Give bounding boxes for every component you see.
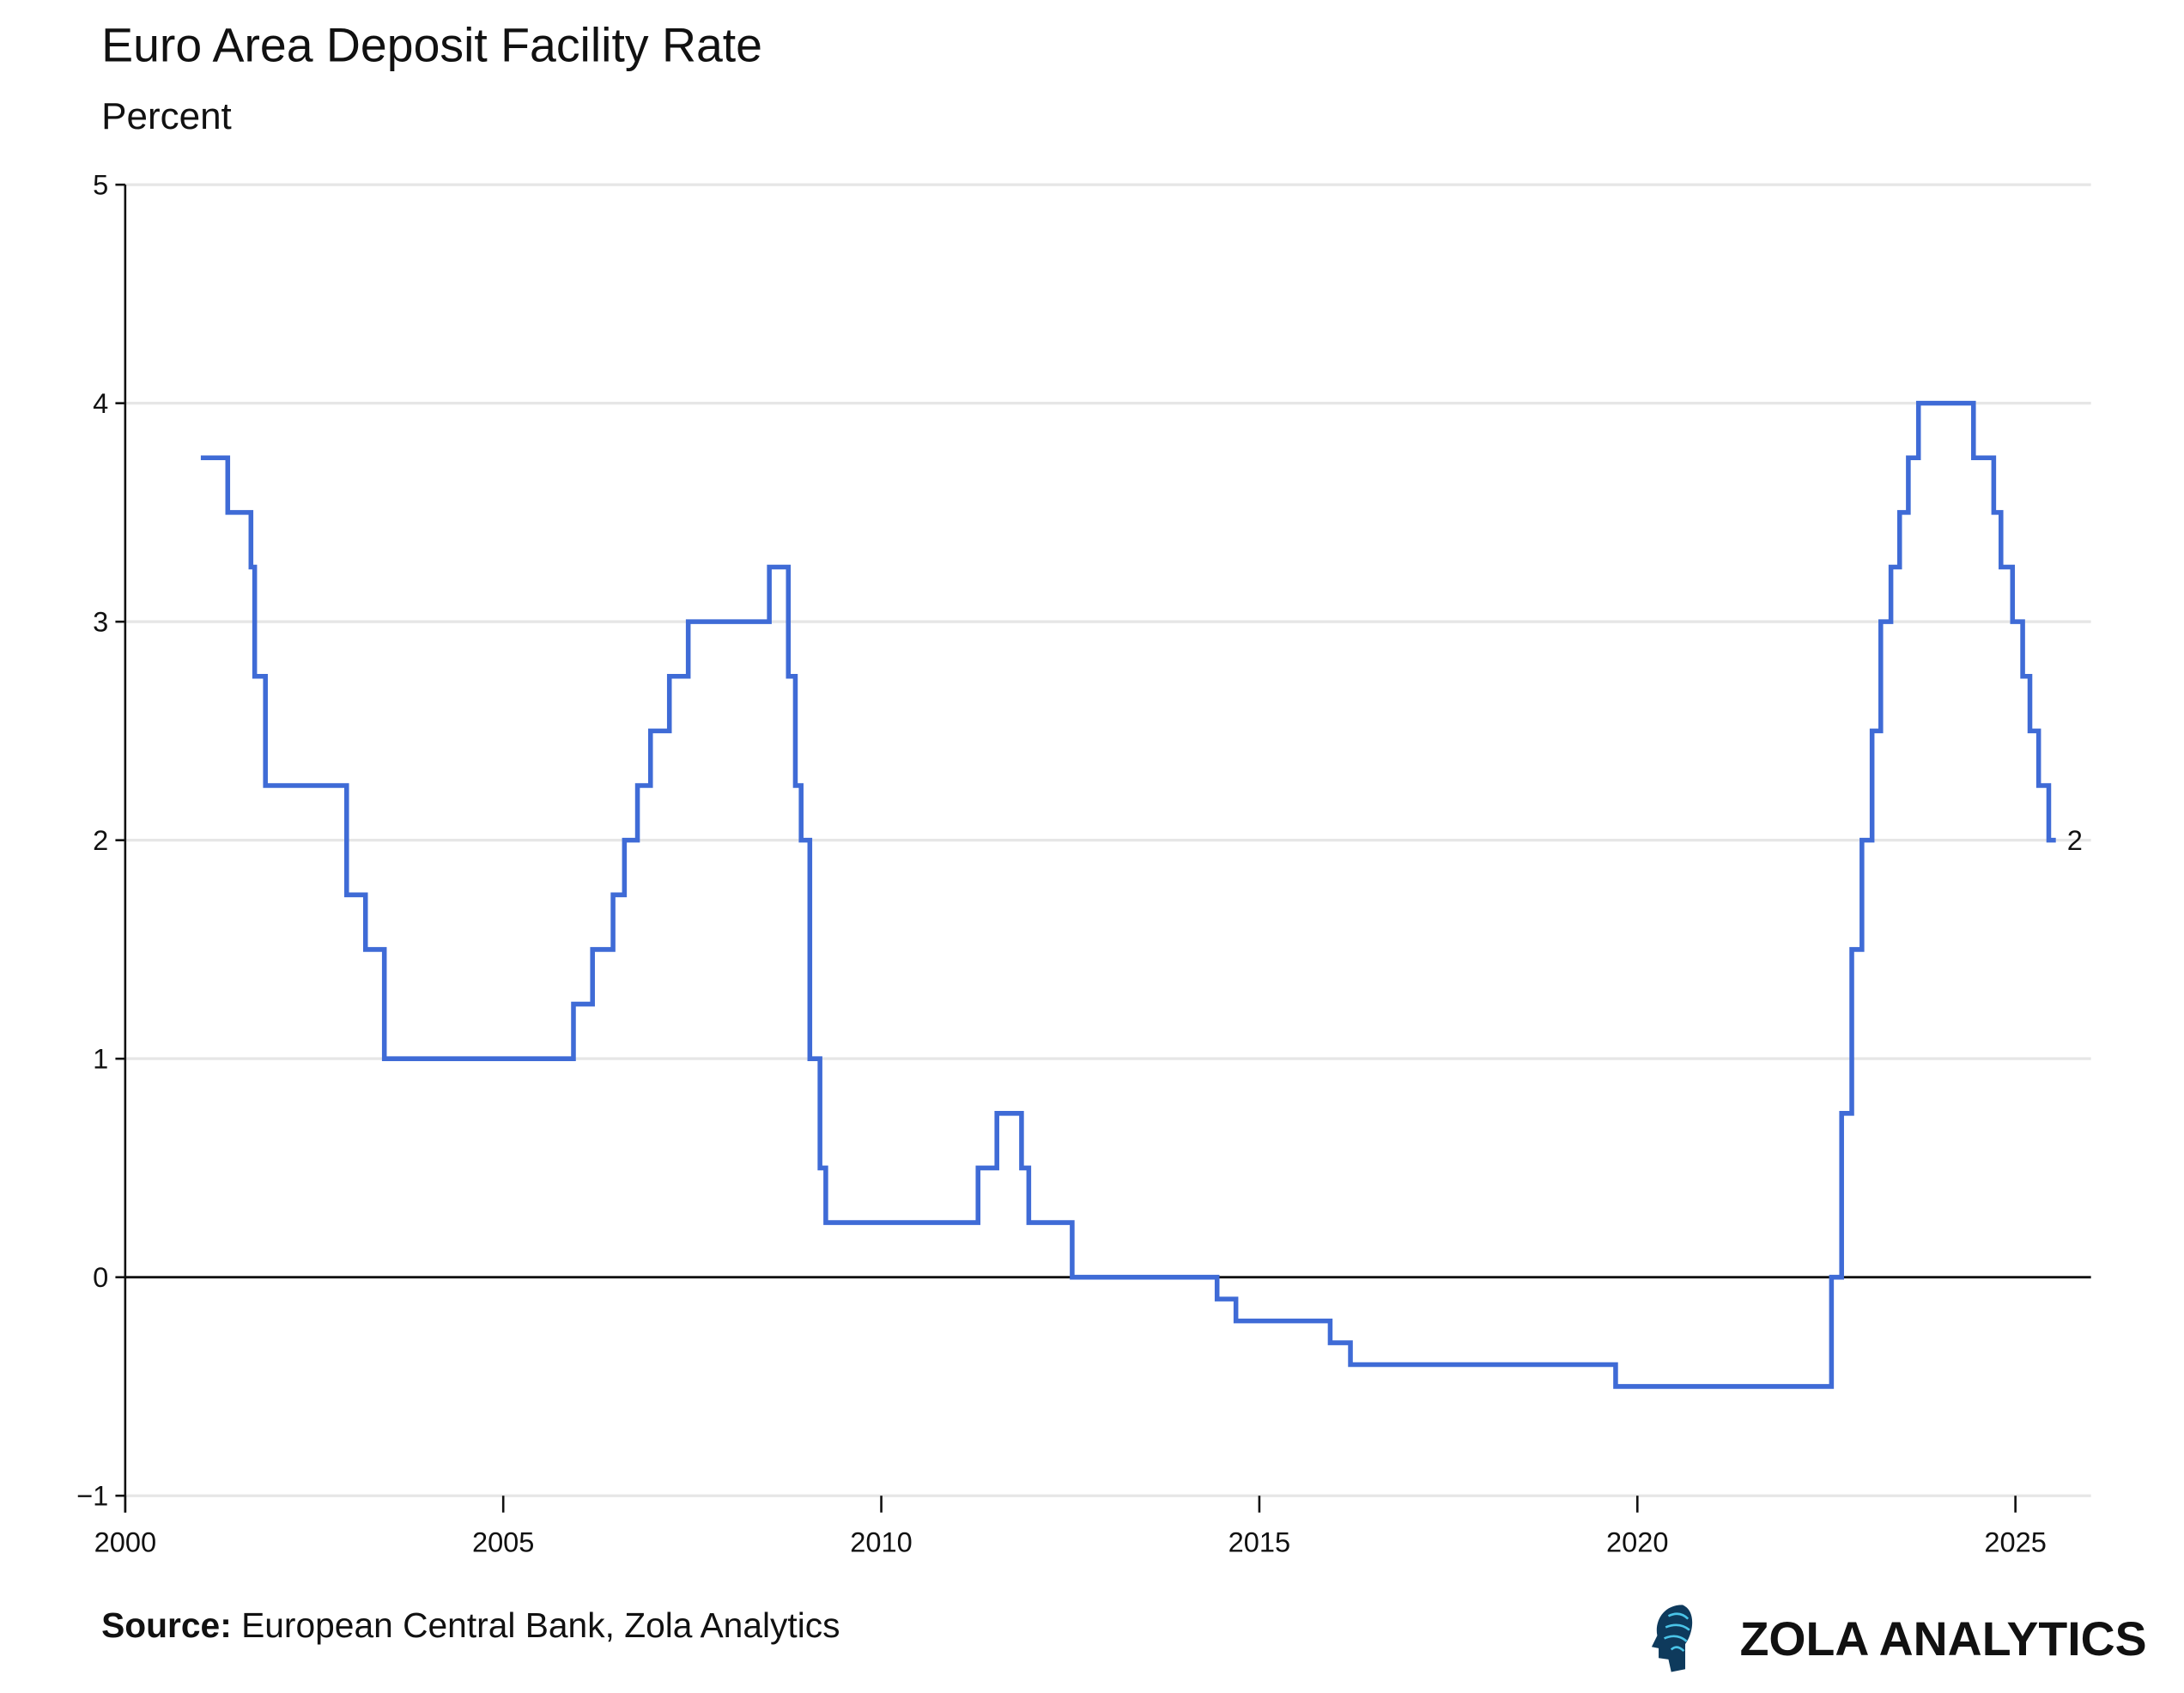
chart-title: Euro Area Deposit Facility Rate [101, 19, 762, 72]
end-value-label: 2 [2067, 824, 2083, 856]
y-tick-label: 1 [93, 1043, 108, 1075]
x-axis: 2000 2005 2010 2015 2020 2025 [94, 1496, 2047, 1557]
head-circuit-icon [1651, 1605, 1693, 1672]
x-tick-label: 2020 [1606, 1526, 1668, 1557]
source-label: Source: [101, 1605, 232, 1645]
gridlines [124, 183, 2091, 1497]
x-tick-label: 2010 [850, 1526, 912, 1557]
y-tick-label: 4 [93, 387, 108, 419]
brand-name: ZOLA ANALYTICS [1740, 1612, 2147, 1666]
source-text: European Central Bank, Zola Analytics [232, 1605, 840, 1645]
series-line [200, 400, 2056, 1389]
y-tick-label: 3 [93, 606, 108, 638]
y-tick-label: 0 [93, 1261, 108, 1293]
x-tick-label: 2005 [472, 1526, 534, 1557]
chart-subtitle: Percent [101, 95, 232, 137]
y-tick-label: 2 [93, 824, 108, 856]
x-tick-label: 2025 [1984, 1526, 2046, 1557]
x-tick-label: 2000 [94, 1526, 156, 1557]
source-note: Source: European Central Bank, Zola Anal… [101, 1605, 840, 1645]
x-tick-label: 2015 [1228, 1526, 1290, 1557]
y-axis: −1 0 1 2 3 4 5 [76, 169, 127, 1513]
y-tick-label: 5 [93, 169, 108, 201]
y-tick-label: −1 [76, 1480, 108, 1512]
